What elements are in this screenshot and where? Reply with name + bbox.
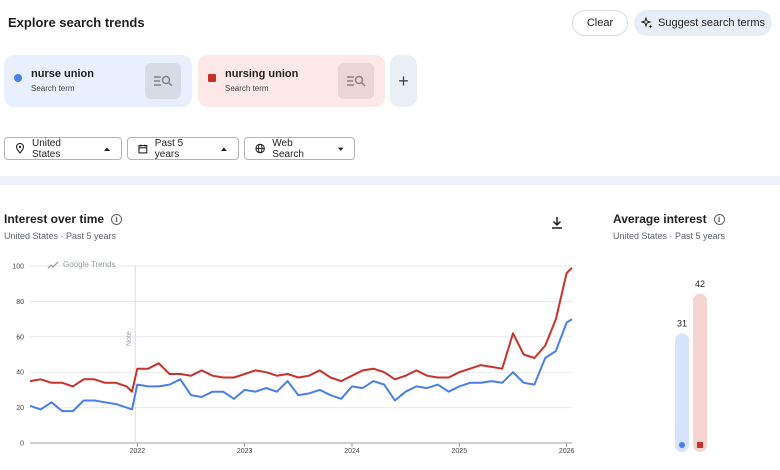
clear-button[interactable]: Clear bbox=[572, 10, 628, 36]
page-title: Explore search trends bbox=[8, 15, 145, 30]
search-term-card-1[interactable]: nurse union Search term bbox=[4, 55, 192, 107]
average-bar-2 bbox=[693, 293, 707, 452]
average-value-1: 31 bbox=[677, 318, 687, 328]
series-1-marker bbox=[679, 442, 685, 448]
note-marker-label[interactable]: Note bbox=[126, 331, 133, 346]
term-1-type: Search term bbox=[31, 84, 75, 93]
term-2-type: Search term bbox=[225, 84, 269, 93]
interest-over-time-title: Interest over time i bbox=[4, 212, 123, 226]
search-property-value: Web Search bbox=[272, 137, 304, 160]
series-line-nurse-union bbox=[29, 318, 573, 413]
info-icon[interactable]: i bbox=[111, 213, 123, 225]
query-refine-icon bbox=[347, 75, 366, 87]
plus-icon: + bbox=[398, 70, 409, 91]
x-tick-label: 2026 bbox=[559, 448, 575, 455]
suggest-button-label: Suggest search terms bbox=[658, 17, 765, 29]
interest-over-time-subtitle: United States · Past 5 years bbox=[4, 231, 117, 241]
x-tick-label: 2025 bbox=[452, 448, 468, 455]
average-interest-chart: 31 42 bbox=[675, 279, 707, 452]
term-2-refine-button[interactable] bbox=[338, 63, 374, 99]
series-1-color-dot bbox=[14, 74, 22, 82]
y-tick-label: 80 bbox=[16, 299, 24, 306]
search-term-card-2[interactable]: nursing union Search term bbox=[198, 55, 385, 107]
google-trends-watermark: Google Trends bbox=[47, 260, 115, 269]
term-1-name: nurse union bbox=[31, 68, 94, 80]
location-filter[interactable]: United States bbox=[4, 137, 122, 160]
average-bar-1 bbox=[675, 333, 689, 452]
section-divider bbox=[0, 176, 780, 185]
series-line-nursing-union bbox=[29, 267, 573, 393]
caret-down-icon bbox=[337, 147, 344, 151]
y-tick-label: 100 bbox=[12, 264, 24, 271]
sparkle-icon bbox=[641, 17, 653, 29]
interest-over-time-heading: Interest over time bbox=[4, 212, 105, 226]
trend-line-icon bbox=[47, 261, 59, 268]
location-pin-icon bbox=[15, 143, 25, 154]
clear-button-label: Clear bbox=[586, 17, 614, 29]
time-range-value: Past 5 years bbox=[154, 137, 184, 160]
location-filter-value: United States bbox=[32, 137, 61, 160]
info-icon[interactable]: i bbox=[713, 213, 725, 225]
download-icon[interactable] bbox=[549, 215, 565, 231]
y-tick-label: 60 bbox=[16, 334, 24, 341]
suggest-search-terms-button[interactable]: Suggest search terms bbox=[634, 10, 772, 36]
average-interest-heading: Average interest bbox=[613, 212, 707, 226]
series-2-marker bbox=[697, 442, 703, 448]
x-tick-label: 2024 bbox=[344, 448, 360, 455]
term-2-name: nursing union bbox=[225, 68, 299, 80]
search-property-filter[interactable]: Web Search bbox=[244, 137, 355, 160]
calendar-icon bbox=[138, 144, 148, 153]
google-trends-label: Google Trends bbox=[63, 260, 116, 269]
y-tick-label: 0 bbox=[20, 441, 24, 448]
add-term-button[interactable]: + bbox=[390, 55, 417, 107]
y-tick-label: 40 bbox=[16, 370, 24, 377]
average-interest-title: Average interest i bbox=[613, 212, 725, 226]
caret-up-icon bbox=[104, 147, 111, 151]
query-refine-icon bbox=[154, 75, 173, 87]
y-tick-label: 20 bbox=[16, 405, 24, 412]
term-1-refine-button[interactable] bbox=[145, 63, 181, 99]
globe-icon bbox=[255, 143, 265, 154]
series-2-color-square bbox=[208, 74, 216, 82]
x-tick-label: 2022 bbox=[130, 448, 146, 455]
average-interest-subtitle: United States · Past 5 years bbox=[613, 231, 726, 241]
x-tick-label: 2023 bbox=[237, 448, 253, 455]
interest-over-time-chart: 100 80 60 40 20 0 2022 2023 2024 2025 2026 bbox=[12, 264, 575, 456]
average-value-2: 42 bbox=[695, 279, 705, 289]
time-range-filter[interactable]: Past 5 years bbox=[127, 137, 239, 160]
caret-up-icon bbox=[221, 147, 228, 151]
